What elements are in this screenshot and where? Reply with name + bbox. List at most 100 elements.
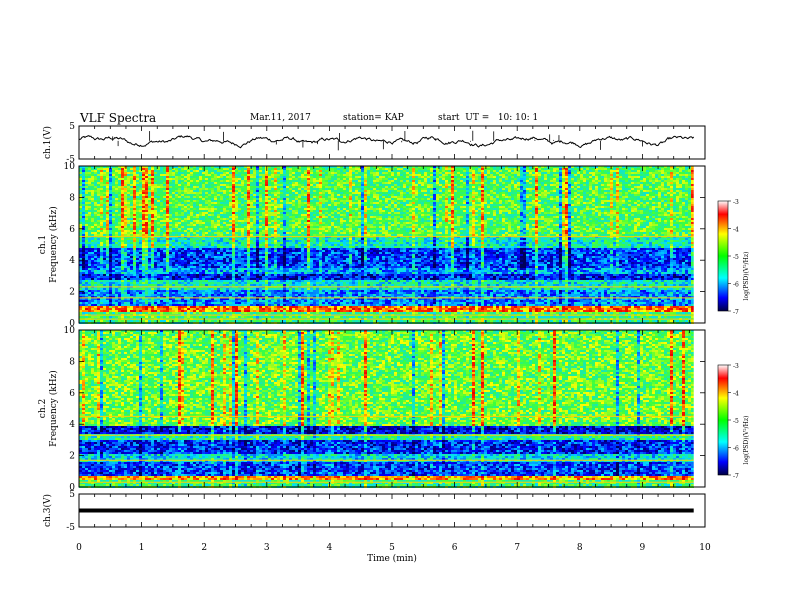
spectrogram-cell (556, 168, 559, 170)
spectrogram-cell (373, 168, 376, 170)
spectrogram-cell (559, 174, 562, 176)
spectrogram-cell (403, 174, 406, 176)
spectrogram-cell (532, 172, 535, 174)
spectrogram-cell (691, 170, 694, 172)
spectrogram-cell (688, 174, 691, 176)
spectrogram-cell (130, 182, 133, 184)
spectrogram-cell (226, 182, 229, 184)
spectrogram-cell (298, 170, 301, 172)
spectrogram-cell (283, 180, 286, 182)
spectrogram-cell (253, 168, 256, 170)
spectrogram-cell (376, 180, 379, 182)
spectrogram-cell (571, 168, 574, 170)
spectrogram-cell (109, 174, 112, 176)
spectrogram-cell (490, 170, 493, 172)
spectrogram-cell (418, 170, 421, 172)
spectrogram-cell (205, 172, 208, 174)
spectrogram-cell (670, 172, 673, 174)
spectrogram-cell (145, 182, 148, 184)
spectrogram-cell (652, 170, 655, 172)
spectrogram-cell (337, 176, 340, 178)
spectrogram-cell (547, 170, 550, 172)
spectrogram-cell (304, 168, 307, 170)
spectrogram-cell (676, 176, 679, 178)
spectrogram-cell (154, 174, 157, 176)
spectrogram-cell (415, 178, 418, 180)
spectrogram-cell (121, 176, 124, 178)
spectrogram-cell (103, 172, 106, 174)
spectrogram-cell (514, 180, 517, 182)
spectrogram-cell (613, 174, 616, 176)
spectrogram-cell (520, 180, 523, 182)
spectrogram-cell (301, 168, 304, 170)
spectrogram-cell (661, 180, 664, 182)
spectrogram-cell (628, 174, 631, 176)
spectrogram-cell (400, 168, 403, 170)
spectrogram-cell (190, 180, 193, 182)
spectrogram-cell (577, 172, 580, 174)
spectrogram-cell (616, 168, 619, 170)
spectrogram-cell (574, 172, 577, 174)
spectrogram-cell (634, 174, 637, 176)
spectrogram-cell (151, 168, 154, 170)
spectrogram-cell (676, 180, 679, 182)
spectrogram-cell (385, 176, 388, 178)
spectrogram-cell (250, 180, 253, 182)
spectrogram-cell (142, 172, 145, 174)
spectrogram-cell (349, 168, 352, 170)
spectrogram-cell (214, 170, 217, 172)
spectrogram-cell (439, 172, 442, 174)
spectrogram-cell (208, 168, 211, 170)
spectrogram-cell (433, 170, 436, 172)
spectrogram-cell (118, 170, 121, 172)
spectrogram-cell (517, 178, 520, 180)
spectrogram-cell (580, 176, 583, 178)
spectrogram-cell (319, 172, 322, 174)
spectrogram-cell (388, 180, 391, 182)
spectrogram-cell (370, 180, 373, 182)
spectrogram-cell (490, 180, 493, 182)
spectrogram-cell (193, 170, 196, 172)
spectrogram-cell (277, 178, 280, 180)
spectrogram-cell (394, 174, 397, 176)
spectrogram-cell (238, 180, 241, 182)
spectrogram-cell (424, 170, 427, 172)
spectrogram-cell (682, 170, 685, 172)
spectrogram-cell (160, 182, 163, 184)
spectrogram-cell (454, 180, 457, 182)
spectrogram-cell (196, 170, 199, 172)
spectrogram-cell (256, 180, 259, 182)
spectrogram-cell (157, 182, 160, 184)
spectrogram-cell (541, 178, 544, 180)
spectrogram-cell (499, 178, 502, 180)
spectrogram-cell (85, 176, 88, 178)
spectrogram-cell (550, 178, 553, 180)
spectrogram-cell (625, 170, 628, 172)
spectrogram-cell (601, 174, 604, 176)
spectrogram-cell (469, 180, 472, 182)
spectrogram-cell (91, 178, 94, 180)
spectrogram-cell (97, 170, 100, 172)
spectrogram-cell (253, 180, 256, 182)
spectrogram-cell (226, 168, 229, 170)
spectrogram-cell (574, 176, 577, 178)
spectrogram-cell (154, 170, 157, 172)
spectrogram-cell (340, 168, 343, 170)
spectrogram-cell (310, 178, 313, 180)
spectrogram-cell (505, 178, 508, 180)
spectrogram-cell (289, 168, 292, 170)
spectrogram-cell (490, 174, 493, 176)
spectrogram-cell (364, 174, 367, 176)
spectrogram-cell (418, 174, 421, 176)
spectrogram-cell (562, 176, 565, 178)
spectrogram-cell (154, 176, 157, 178)
spectrogram-cell (352, 176, 355, 178)
spectrogram-cell (436, 180, 439, 182)
spectrogram-cell (307, 180, 310, 182)
spectrogram-cell (274, 174, 277, 176)
spectrogram-cell (664, 178, 667, 180)
spectrogram-cell (316, 170, 319, 172)
spectrogram-cell (541, 174, 544, 176)
spectrogram-cell (454, 176, 457, 178)
spectrogram-cell (379, 172, 382, 174)
